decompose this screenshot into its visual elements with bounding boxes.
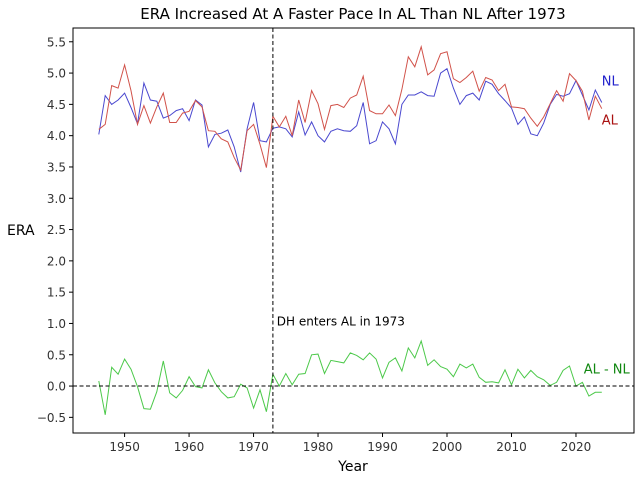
y-tick-label: −0.5 [37, 411, 66, 425]
x-tick-label: 1980 [303, 440, 334, 454]
y-tick-label: 1.0 [47, 317, 66, 331]
chart-title: ERA Increased At A Faster Pace In AL Tha… [140, 5, 565, 23]
x-tick-label: 2010 [496, 440, 527, 454]
nl-series-label: NL [602, 75, 620, 90]
al-series-label: AL [602, 113, 619, 128]
y-axis-ticks: −0.5 0.0 0.5 1.0 1.5 2.0 2.5 3.0 3.5 4.0 4.5 5.0 5.5 [37, 35, 73, 425]
dh-annotation: DH enters AL in 1973 [277, 314, 405, 328]
y-tick-label: 2.5 [47, 223, 66, 237]
x-tick-label: 1960 [174, 440, 205, 454]
x-tick-label: 1950 [109, 440, 140, 454]
y-tick-label: 3.0 [47, 192, 66, 206]
x-axis-label: Year [337, 459, 368, 475]
x-tick-label: 1990 [367, 440, 398, 454]
series-line-nl [98, 67, 603, 173]
y-tick-label: 0.0 [47, 380, 66, 394]
y-tick-label: 0.5 [47, 348, 66, 362]
y-tick-label: 5.0 [47, 67, 66, 81]
x-tick-label: 2000 [432, 440, 463, 454]
y-axis-label: ERA [7, 223, 35, 239]
x-axis-ticks: 1950 1960 1970 1980 1990 2000 2010 2020 [109, 433, 591, 454]
y-tick-label: 2.0 [47, 254, 66, 268]
series-line-al [98, 44, 603, 172]
y-tick-label: 3.5 [47, 160, 66, 174]
al-minus-nl-series-label: AL - NL [584, 363, 631, 378]
y-tick-label: 4.0 [47, 129, 66, 143]
y-tick-label: 5.5 [47, 35, 66, 49]
y-tick-label: 4.5 [47, 98, 66, 112]
annotations: DH enters AL in 1973 NL AL AL - NL [277, 75, 631, 378]
x-tick-label: 2020 [561, 440, 592, 454]
x-tick-label: 1970 [238, 440, 269, 454]
series-line-al-nl [98, 339, 602, 415]
y-tick-label: 1.5 [47, 286, 66, 300]
plot-area [73, 28, 634, 433]
axes-frame [72, 27, 635, 434]
